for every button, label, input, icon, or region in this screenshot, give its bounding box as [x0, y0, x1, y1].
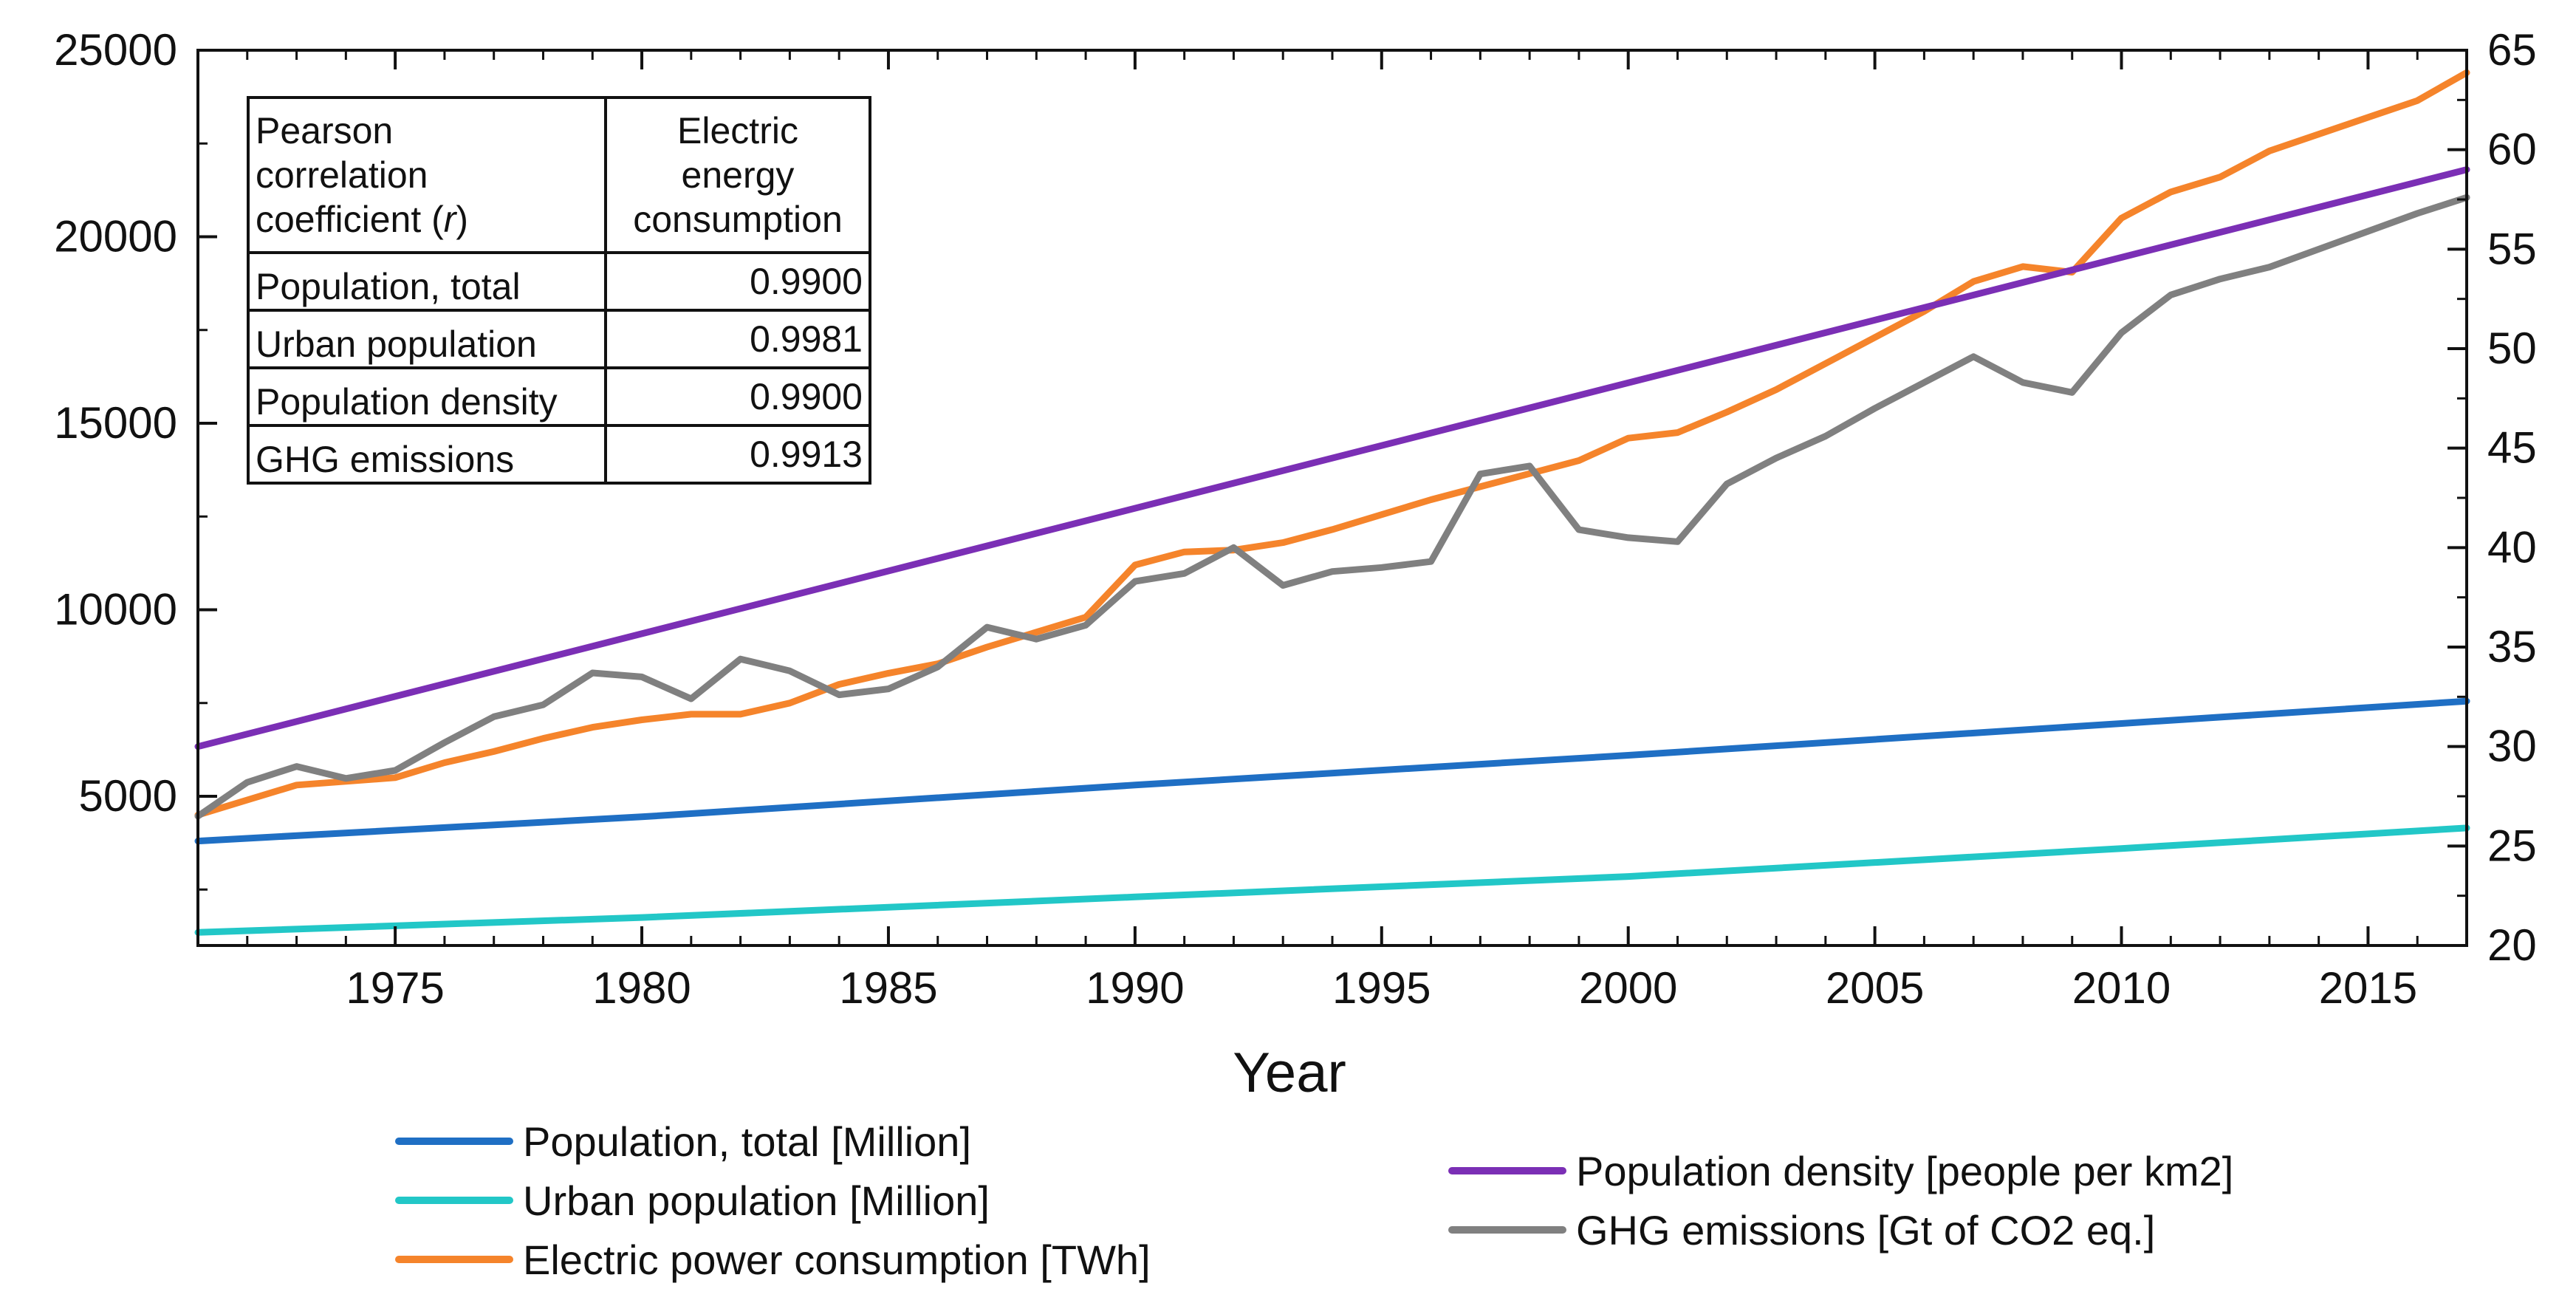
y-right-tick-label: 35 [2487, 622, 2537, 671]
x-tick-label: 2005 [1826, 963, 1924, 1013]
row-value: 0.9900 [604, 366, 871, 427]
y-right-tick-label: 60 [2487, 125, 2537, 174]
y-right-tick-label: 30 [2487, 722, 2537, 771]
correlation-header-value: Electric energy consumption [604, 96, 871, 254]
header-right-line-3: consumption [633, 199, 843, 240]
y-right-tick-label: 65 [2487, 25, 2537, 75]
row-value: 0.9900 [604, 251, 871, 312]
y-right-tick-label: 55 [2487, 224, 2537, 273]
x-tick-label: 1990 [1086, 963, 1184, 1013]
header-line-2: correlation [256, 154, 428, 196]
series-line-electric-power-consumption [194, 69, 2470, 818]
x-tick-label: 1975 [346, 963, 444, 1013]
correlation-header-label: Pearson correlation coefficient (r) [247, 96, 607, 254]
x-tick-label: 1995 [1332, 963, 1431, 1013]
header-right-line-1: Electric [677, 110, 798, 151]
series-layer [194, 69, 2470, 936]
series-line-population-density [194, 166, 2470, 750]
legend: Population, total [Million] Urban populat… [395, 1118, 2233, 1283]
legend-label: Electric power consumption [TWh] [523, 1237, 1151, 1283]
y-left-tick-label: 15000 [54, 398, 177, 448]
table-row: Urban population 0.9981 [247, 309, 871, 369]
correlation-table: Pearson correlation coefficient (r) Elec… [247, 96, 871, 485]
legend-label: Urban population [Million] [523, 1177, 990, 1224]
row-value: 0.9981 [604, 309, 871, 369]
header-line-3-text: coefficient ( [256, 199, 444, 240]
header-r-symbol: r [443, 199, 456, 240]
table-row: GHG emissions 0.9913 [247, 424, 871, 485]
row-label: Population, total [247, 251, 607, 312]
x-axis-label: Year [1233, 1042, 1346, 1104]
y-right-tick-label: 50 [2487, 324, 2537, 373]
y-right-tick-label: 45 [2487, 423, 2537, 473]
header-right-line-2: energy [681, 154, 795, 196]
y-right-tick-label: 40 [2487, 522, 2537, 572]
legend-label: Population, total [Million] [523, 1118, 971, 1165]
ticks-layer: 1975 1980 1985 1990 1995 2000 2005 2010 2015 5000… [54, 25, 2537, 1013]
y-right-tick-label: 25 [2487, 821, 2537, 870]
y-left-tick-label: 20000 [54, 212, 177, 261]
series-line-ghg-emissions [194, 194, 2470, 820]
row-label: GHG emissions [247, 424, 607, 485]
x-tick-label: 1985 [839, 963, 937, 1013]
legend-label: GHG emissions [Gt of CO2 eq.] [1576, 1207, 2155, 1254]
x-tick-label: 2000 [1579, 963, 1677, 1013]
header-close-paren: ) [456, 199, 469, 240]
y-left-tick-label: 10000 [54, 585, 177, 635]
y-left-tick-label: 5000 [79, 771, 177, 821]
row-label: Urban population [247, 309, 607, 369]
legend-label: Population density [people per km2] [1576, 1148, 2233, 1194]
row-value: 0.9913 [604, 424, 871, 485]
x-tick-label: 1980 [592, 963, 691, 1013]
series-line-population-total [194, 697, 2470, 845]
y-left-tick-label: 25000 [54, 25, 177, 75]
table-row: Population density 0.9900 [247, 366, 871, 427]
header-line-3: coefficient (r) [256, 197, 598, 242]
table-row: Population, total 0.9900 [247, 251, 871, 312]
correlation-table-header: Pearson correlation coefficient (r) Elec… [247, 96, 871, 254]
x-tick-label: 2010 [2072, 963, 2171, 1013]
y-right-tick-label: 20 [2487, 920, 2537, 970]
row-label: Population density [247, 366, 607, 427]
series-line-urban-population [194, 824, 2470, 936]
x-tick-label: 2015 [2319, 963, 2417, 1013]
header-line-1: Pearson [256, 110, 394, 151]
